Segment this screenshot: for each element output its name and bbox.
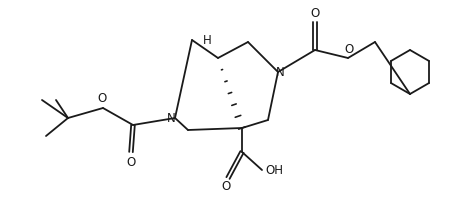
Text: O: O [344,42,353,55]
Text: OH: OH [264,164,283,177]
Text: O: O [126,156,135,169]
Text: N: N [166,111,175,124]
Text: O: O [221,180,230,193]
Text: N: N [275,66,284,78]
Text: O: O [310,7,319,20]
Text: O: O [97,92,106,105]
Text: H: H [202,34,211,47]
